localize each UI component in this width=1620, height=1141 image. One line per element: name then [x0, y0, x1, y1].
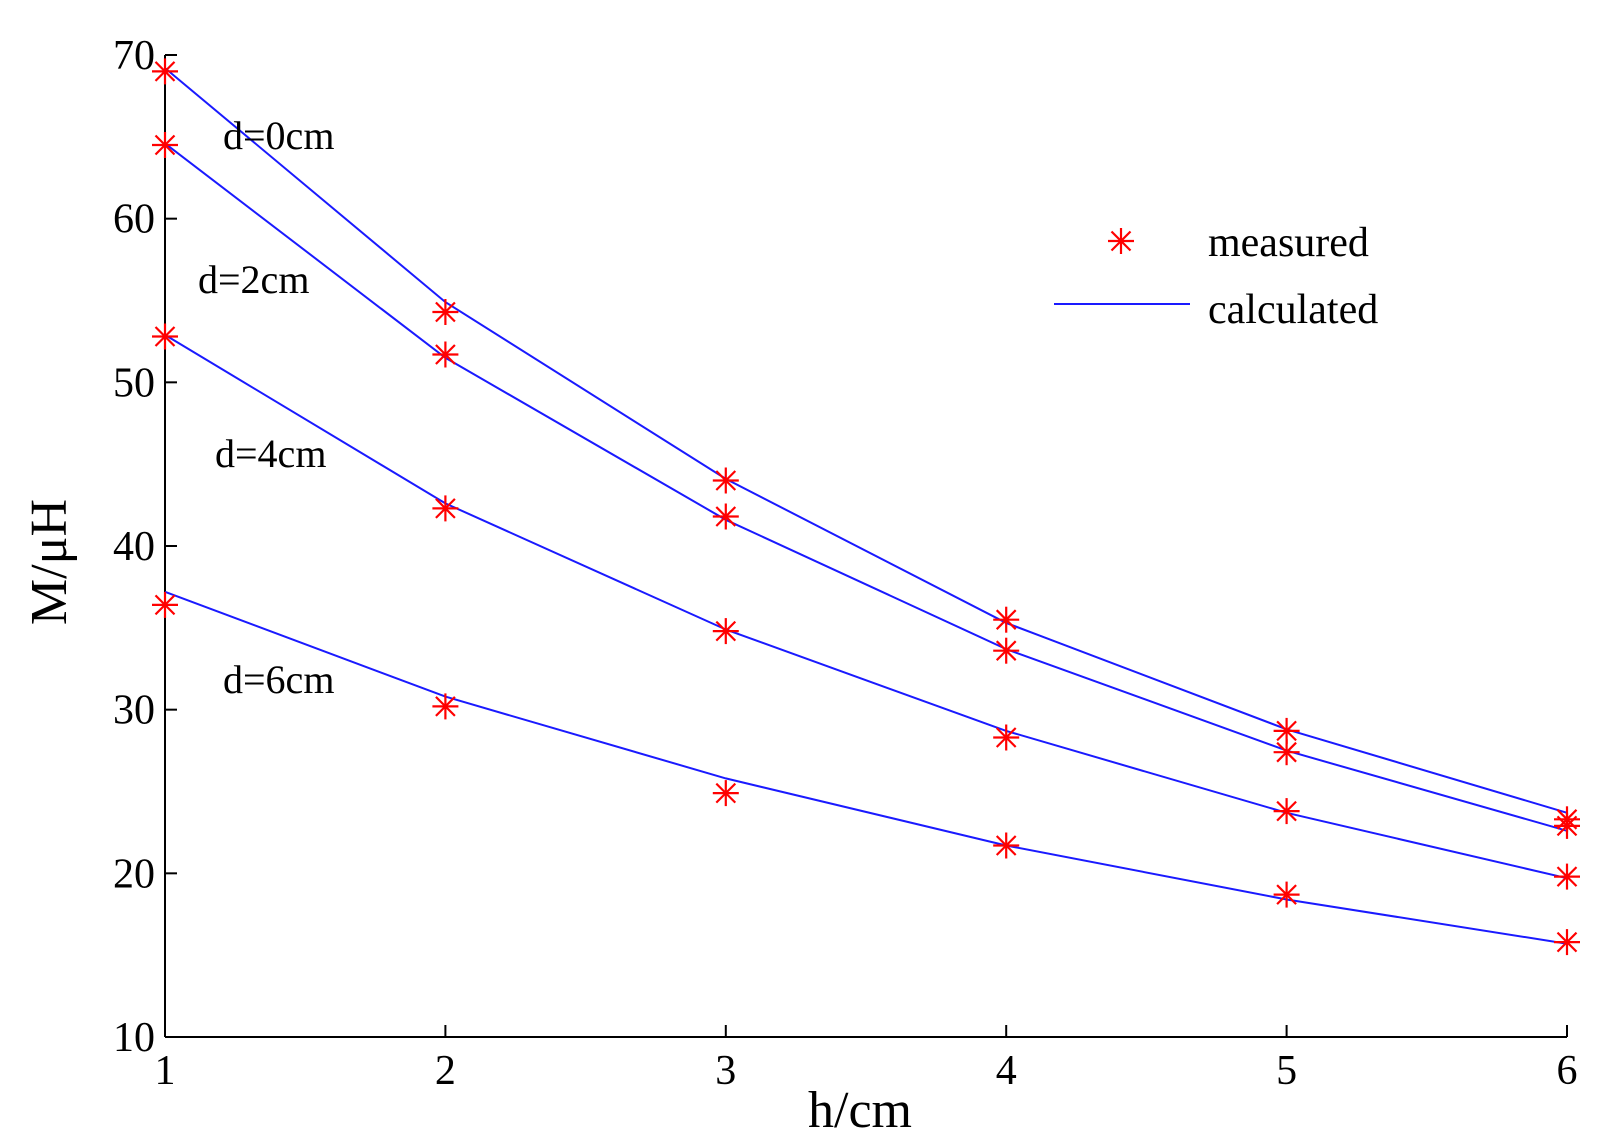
measured-markers [152, 58, 1580, 956]
measured-point-d=0cm [993, 606, 1020, 633]
measured-point-d=0cm [432, 299, 459, 325]
series-annotation-d4: d=4cm [215, 431, 326, 476]
measured-point-d=6cm [993, 832, 1020, 859]
measured-point-d=4cm [1273, 798, 1300, 825]
measured-point-d=0cm [712, 467, 739, 494]
calculated-line-d=6cm [164, 590, 1568, 945]
measured-point-d=0cm [1273, 717, 1300, 744]
y-tick-label: 70 [113, 33, 155, 79]
x-tick-label: 4 [996, 1048, 1017, 1094]
measured-point-d=6cm [712, 780, 739, 807]
measured-point-d=2cm [432, 341, 459, 368]
series-annotation-d6: d=6cm [223, 657, 334, 702]
x-tick-label: 5 [1276, 1048, 1297, 1094]
measured-point-d=6cm [1554, 929, 1580, 956]
y-tick-label: 30 [113, 688, 155, 734]
x-tick-label: 1 [155, 1048, 176, 1094]
measured-point-d=2cm [152, 132, 178, 158]
y-tick-label: 40 [113, 524, 155, 570]
measured-point-d=4cm [712, 618, 739, 645]
calculated-lines [164, 67, 1568, 945]
measured-point-d=2cm [1273, 739, 1300, 766]
measured-point-d=4cm [993, 724, 1020, 751]
calculated-line-d=4cm [164, 334, 1568, 880]
measured-point-d=6cm [432, 693, 459, 720]
measured-point-d=4cm [1554, 863, 1580, 890]
ticks: 1 2 3 4 5 6 10 20 30 40 50 60 70 [113, 33, 1578, 1094]
legend-calculated-label: calculated [1208, 287, 1378, 333]
series-annotation-d0: d=0cm [223, 113, 334, 158]
x-tick-label: 2 [435, 1048, 456, 1094]
series-annotation-d2: d=2cm [198, 257, 309, 302]
legend-measured-label: measured [1208, 220, 1369, 266]
legend-measured-marker [1108, 228, 1134, 254]
measured-point-d=6cm [1273, 881, 1300, 908]
x-tick-label: 6 [1557, 1048, 1578, 1094]
y-tick-label: 60 [113, 197, 155, 243]
measured-point-d=4cm [152, 323, 178, 350]
measured-point-d=0cm [152, 58, 178, 85]
legend: measured calculated [1054, 220, 1378, 333]
y-axis-label: M/μH [21, 499, 78, 625]
y-tick-label: 20 [113, 851, 155, 897]
axes [164, 55, 1567, 1038]
measured-point-d=2cm [993, 637, 1020, 664]
measured-point-d=2cm [1554, 812, 1580, 839]
y-tick-label: 10 [113, 1015, 155, 1061]
y-tick-label: 50 [113, 360, 155, 406]
measured-point-d=2cm [712, 503, 739, 530]
calculated-line-d=2cm [164, 142, 1568, 832]
x-axis-label: h/cm [808, 1082, 912, 1139]
calculated-line-d=0cm [164, 67, 1568, 814]
x-tick-label: 3 [715, 1048, 736, 1094]
measured-point-d=4cm [432, 495, 459, 522]
measured-point-d=6cm [152, 591, 178, 618]
